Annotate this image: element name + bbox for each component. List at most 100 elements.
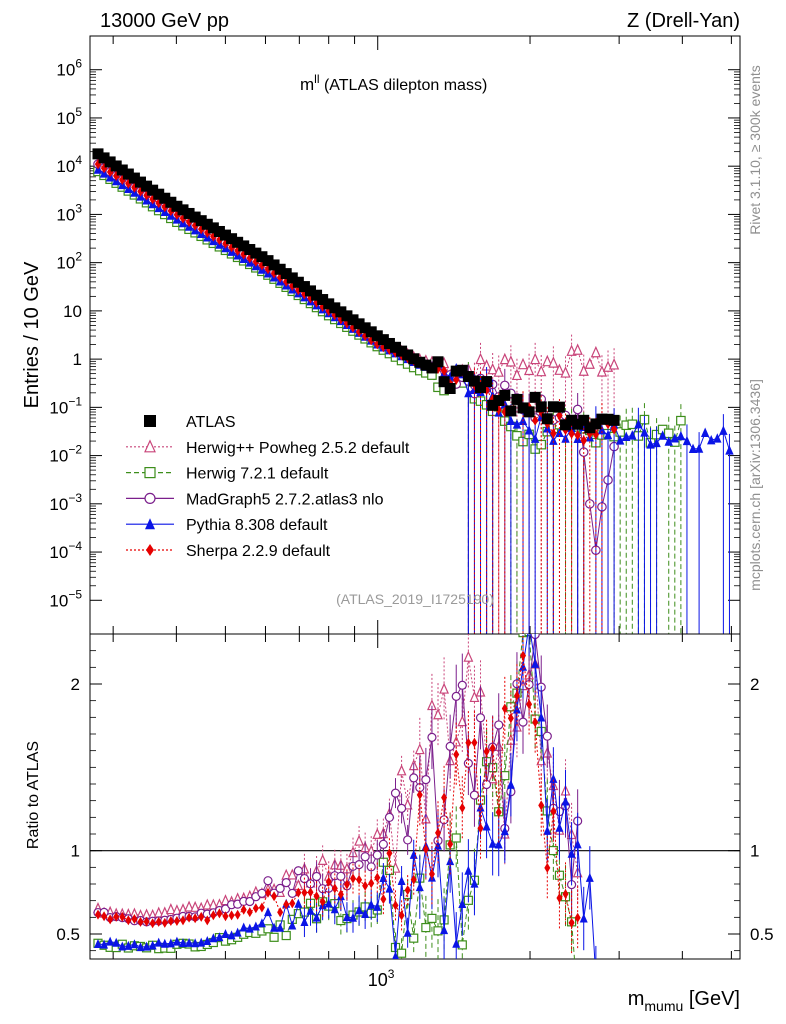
- ratio-point: [451, 691, 461, 701]
- data-point: [317, 294, 329, 306]
- ratio-point: [574, 997, 582, 1005]
- ratio-point: [149, 918, 156, 929]
- ratio-point: [184, 900, 194, 912]
- ratio-point: [257, 918, 266, 928]
- ratio-point: [118, 941, 127, 951]
- data-point: [566, 414, 578, 426]
- data-point: [98, 152, 110, 164]
- data-point: [147, 184, 159, 196]
- data-point: [390, 341, 402, 353]
- ratio-point: [281, 878, 291, 888]
- y-tick-label: 106: [56, 57, 82, 80]
- ratio-point: [568, 917, 575, 928]
- data-point: [590, 418, 602, 430]
- data-point: [92, 148, 104, 160]
- ratio-point: [143, 916, 150, 927]
- ratio-point: [185, 937, 194, 947]
- ratio-point: [458, 899, 467, 909]
- data-point: [116, 164, 128, 176]
- ratio-point: [384, 812, 395, 823]
- legend-marker: [144, 439, 156, 453]
- ratio-point: [433, 708, 443, 720]
- ratio-point: [397, 876, 406, 886]
- data-point: [658, 430, 667, 440]
- ratio-point: [441, 792, 448, 803]
- data-point: [578, 364, 589, 376]
- ratio-point: [101, 911, 108, 922]
- data-point: [707, 435, 716, 445]
- ratio-point: [409, 933, 419, 943]
- ratio-point: [537, 712, 546, 722]
- data-point: [311, 289, 323, 301]
- y-tick-label: 10−1: [49, 394, 82, 417]
- ratio-point: [453, 749, 460, 760]
- data-point: [523, 363, 535, 376]
- ratio-point: [392, 951, 399, 959]
- ratio-point: [350, 873, 357, 884]
- ratio-point: [542, 731, 552, 741]
- ratio-point: [367, 899, 376, 909]
- ratio-y-tick-label-right: 2: [750, 675, 759, 694]
- legend-label: MadGraph5 2.7.2.atlas3 nlo: [186, 491, 384, 508]
- data-point: [499, 352, 510, 365]
- ratio-point: [520, 650, 527, 661]
- data-point: [487, 362, 498, 375]
- data-point: [682, 435, 692, 446]
- data-point: [572, 343, 583, 355]
- ratio-point: [518, 717, 528, 727]
- ratio-point: [415, 882, 424, 892]
- data-point: [640, 427, 649, 437]
- data-point: [572, 418, 584, 430]
- ratio-point: [457, 680, 467, 690]
- data-point: [462, 371, 474, 383]
- data-point: [512, 430, 522, 441]
- data-point: [512, 419, 522, 429]
- ratio-point: [165, 903, 176, 915]
- series-pythia-8-308-default: [93, 164, 734, 634]
- ratio-series-sherpa-2-2-9-default: [94, 634, 581, 955]
- ratio-point: [264, 907, 273, 917]
- data-point: [323, 298, 335, 310]
- data-point: [549, 435, 558, 445]
- ratio-point: [148, 940, 157, 950]
- ratio-point: [531, 658, 540, 668]
- data-point: [143, 190, 150, 201]
- ratio-point: [475, 713, 486, 723]
- ratio-point: [294, 898, 303, 908]
- ratio-point: [396, 764, 407, 776]
- data-point: [590, 345, 601, 358]
- data-point: [586, 428, 594, 439]
- data-point: [153, 188, 165, 200]
- data-point: [341, 310, 353, 322]
- data-point: [141, 180, 153, 192]
- data-point: [201, 218, 213, 230]
- legend-label: Herwig 7.2.1 default: [186, 466, 329, 483]
- ratio-point: [319, 896, 326, 907]
- ratio-point: [179, 915, 186, 926]
- data-point: [700, 427, 710, 437]
- ratio-point: [385, 883, 394, 893]
- ratio-point: [311, 871, 322, 882]
- ratio-point: [379, 873, 388, 883]
- ratio-series-herwig-7-2-1-default: [93, 634, 582, 1005]
- data-point: [286, 272, 298, 284]
- data-point: [371, 330, 383, 342]
- legend-marker: [144, 415, 156, 427]
- ratio-point: [317, 853, 328, 865]
- ratio-point: [210, 910, 217, 921]
- y-tick-label: 105: [56, 105, 82, 128]
- data-point: [505, 355, 516, 367]
- data-point: [688, 443, 698, 454]
- ratio-point: [354, 860, 364, 870]
- ratio-point: [378, 839, 388, 849]
- header-left: 13000 GeV pp: [100, 10, 229, 32]
- data-point: [171, 200, 183, 212]
- data-point: [402, 349, 414, 361]
- data-point: [603, 429, 613, 440]
- ratio-point: [451, 833, 461, 843]
- data-point: [580, 435, 587, 446]
- data-point: [584, 422, 596, 434]
- ratio-point: [482, 821, 491, 831]
- ratio-point: [190, 900, 201, 912]
- ratio-point: [300, 917, 309, 927]
